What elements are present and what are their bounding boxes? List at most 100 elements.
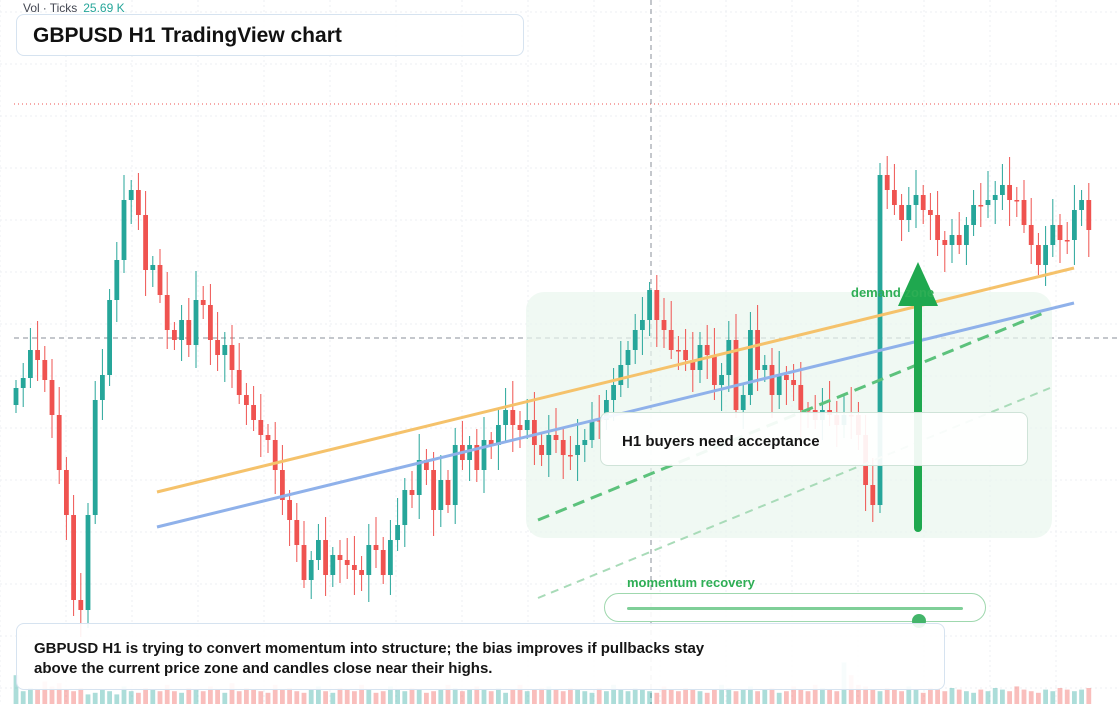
volume-bar (820, 688, 825, 704)
volume-legend: Vol · Ticks 25.69 K (23, 1, 125, 15)
volume-bars (13, 662, 1092, 704)
candle-body (265, 435, 271, 440)
candle-body (877, 175, 883, 505)
volume-bar (1057, 688, 1063, 704)
callout-box: H1 buyers need acceptance (600, 412, 1028, 466)
volume-bar (589, 692, 595, 704)
candle-body (1036, 245, 1041, 265)
candle-body (452, 445, 458, 505)
chart-title-box: GBPUSD H1 TradingView chart (16, 14, 524, 56)
candle-body (683, 350, 688, 360)
volume-bar (496, 688, 501, 704)
candle-body (632, 330, 638, 350)
volume-bar (683, 688, 688, 704)
candle-body (575, 445, 580, 455)
candle-body (20, 378, 26, 388)
volume-bar (1043, 689, 1048, 704)
volume-bar (755, 691, 760, 704)
volume-bar (136, 692, 141, 704)
candle-body (568, 455, 573, 457)
volume-bar (949, 688, 955, 704)
candle-body (690, 360, 696, 370)
candle-body (323, 540, 328, 575)
candle-body (589, 420, 595, 440)
volume-bar (697, 691, 703, 704)
candle-body (640, 320, 645, 330)
candle-body (517, 425, 523, 430)
volume-bar (272, 684, 278, 704)
candle-body (647, 290, 652, 320)
candle-body (510, 410, 516, 425)
volume-bar (503, 692, 508, 704)
candle-body (503, 410, 508, 425)
candle-body (1021, 200, 1027, 225)
candle-body (337, 555, 343, 560)
candle-body (992, 195, 998, 200)
candle-body (1000, 185, 1005, 195)
callout-text: H1 buyers need acceptance (622, 433, 820, 450)
volume-bar (568, 688, 573, 704)
candle-body (596, 420, 602, 422)
candle-body (424, 460, 429, 470)
volume-bar (791, 686, 796, 704)
volume-bar (733, 691, 739, 704)
volume-bar (287, 688, 292, 704)
momentum-slider[interactable] (604, 593, 986, 628)
candle-body (661, 320, 667, 330)
volume-bar (640, 689, 645, 704)
momentum-label: momentum recovery (627, 575, 755, 590)
candle-body (913, 195, 919, 205)
candle-body (380, 550, 386, 575)
candle-body (740, 395, 746, 410)
candle-body (366, 545, 372, 575)
volume-bar (172, 691, 177, 704)
volume-bar (906, 686, 912, 704)
volume-bar (460, 691, 465, 704)
volume-bar (690, 689, 696, 704)
candle-body (35, 350, 40, 360)
volume-bar (546, 686, 552, 704)
candle-body (136, 190, 141, 215)
volume-bar (510, 689, 516, 704)
volume-bar (157, 691, 163, 704)
volume-label: Vol (23, 1, 40, 15)
volume-bar (539, 688, 544, 704)
volume-bar (740, 689, 746, 704)
candle-body (308, 560, 314, 580)
volume-bar (467, 689, 472, 704)
candle-body (1064, 240, 1070, 242)
candle-body (481, 440, 487, 470)
volume-bar (316, 686, 321, 704)
candle-body (928, 210, 933, 215)
volume-bar (596, 688, 602, 704)
candle-body (287, 500, 292, 520)
candle-body (1007, 185, 1012, 200)
candle-body (784, 375, 789, 380)
volume-bar (935, 689, 940, 704)
candle-body (416, 460, 422, 495)
volume-bar (676, 691, 681, 704)
candle-body (64, 470, 69, 515)
volume-bar (625, 691, 631, 704)
volume-bar (388, 686, 393, 704)
candle-body (582, 440, 588, 445)
volume-bar (128, 691, 134, 704)
candle-body (13, 388, 19, 405)
volume-bar (726, 688, 732, 704)
volume-bar (892, 689, 897, 704)
volume-bar (661, 686, 667, 704)
volume-bar (409, 688, 415, 704)
candle-body (157, 265, 163, 295)
volume-bar (704, 692, 710, 704)
volume-bar (445, 684, 451, 704)
demand-arrow-head (898, 262, 938, 306)
candle-body (251, 405, 256, 420)
volume-bar (114, 694, 120, 704)
candle-body (985, 200, 991, 205)
volume-bar (985, 691, 991, 704)
demand-zone-label: demand zone (851, 285, 935, 300)
candle-body (676, 350, 681, 352)
volume-bar (222, 692, 228, 704)
volume-bar (805, 691, 811, 704)
candle-body (604, 400, 609, 420)
